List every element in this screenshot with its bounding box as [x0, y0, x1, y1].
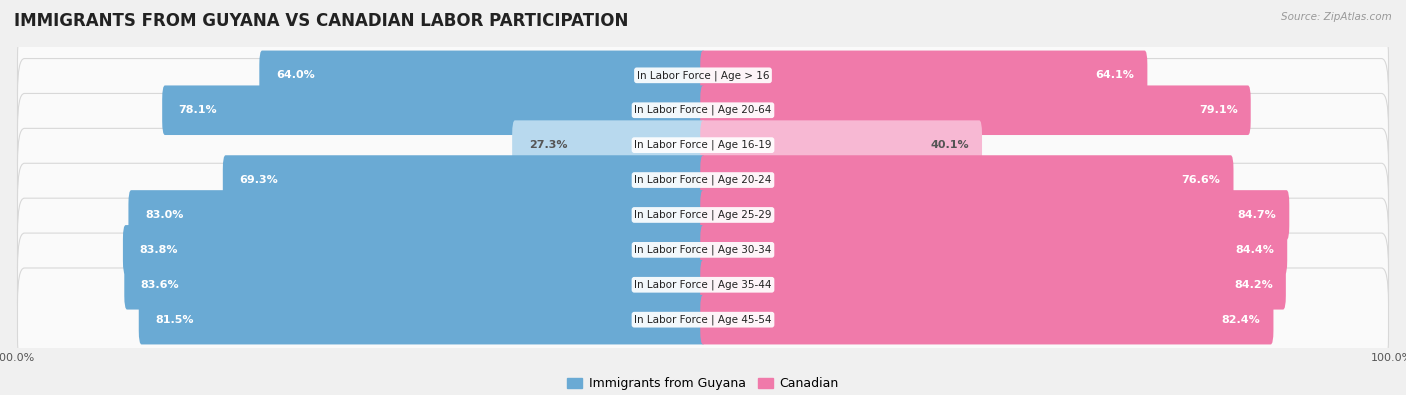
FancyBboxPatch shape	[222, 155, 706, 205]
FancyBboxPatch shape	[139, 295, 706, 344]
FancyBboxPatch shape	[17, 233, 1389, 337]
FancyBboxPatch shape	[128, 190, 706, 240]
FancyBboxPatch shape	[259, 51, 706, 100]
Text: 81.5%: 81.5%	[155, 315, 194, 325]
FancyBboxPatch shape	[700, 260, 1286, 310]
Text: 64.1%: 64.1%	[1095, 70, 1135, 80]
FancyBboxPatch shape	[17, 268, 1389, 371]
Text: 82.4%: 82.4%	[1222, 315, 1260, 325]
Text: In Labor Force | Age 25-29: In Labor Force | Age 25-29	[634, 210, 772, 220]
FancyBboxPatch shape	[17, 128, 1389, 232]
Text: 27.3%: 27.3%	[529, 140, 567, 150]
FancyBboxPatch shape	[122, 225, 706, 275]
FancyBboxPatch shape	[17, 24, 1389, 127]
Text: 84.4%: 84.4%	[1236, 245, 1274, 255]
Text: Source: ZipAtlas.com: Source: ZipAtlas.com	[1281, 12, 1392, 22]
FancyBboxPatch shape	[700, 190, 1289, 240]
Text: 64.0%: 64.0%	[276, 70, 315, 80]
Text: IMMIGRANTS FROM GUYANA VS CANADIAN LABOR PARTICIPATION: IMMIGRANTS FROM GUYANA VS CANADIAN LABOR…	[14, 12, 628, 30]
FancyBboxPatch shape	[162, 85, 706, 135]
FancyBboxPatch shape	[700, 120, 981, 170]
FancyBboxPatch shape	[700, 51, 1147, 100]
FancyBboxPatch shape	[700, 295, 1274, 344]
Text: 79.1%: 79.1%	[1199, 105, 1237, 115]
Text: 84.7%: 84.7%	[1237, 210, 1277, 220]
FancyBboxPatch shape	[17, 58, 1389, 162]
Text: In Labor Force | Age 16-19: In Labor Force | Age 16-19	[634, 140, 772, 150]
FancyBboxPatch shape	[17, 163, 1389, 267]
Text: In Labor Force | Age 35-44: In Labor Force | Age 35-44	[634, 280, 772, 290]
Text: 78.1%: 78.1%	[179, 105, 218, 115]
Text: In Labor Force | Age 20-64: In Labor Force | Age 20-64	[634, 105, 772, 115]
Text: In Labor Force | Age > 16: In Labor Force | Age > 16	[637, 70, 769, 81]
Text: 40.1%: 40.1%	[931, 140, 969, 150]
Text: 69.3%: 69.3%	[239, 175, 278, 185]
Text: 83.6%: 83.6%	[141, 280, 180, 290]
Text: 76.6%: 76.6%	[1181, 175, 1220, 185]
Text: 83.0%: 83.0%	[145, 210, 183, 220]
Text: In Labor Force | Age 45-54: In Labor Force | Age 45-54	[634, 314, 772, 325]
FancyBboxPatch shape	[700, 155, 1233, 205]
Text: 83.8%: 83.8%	[139, 245, 179, 255]
FancyBboxPatch shape	[700, 225, 1288, 275]
FancyBboxPatch shape	[124, 260, 706, 310]
FancyBboxPatch shape	[512, 120, 706, 170]
FancyBboxPatch shape	[700, 85, 1251, 135]
FancyBboxPatch shape	[17, 94, 1389, 197]
FancyBboxPatch shape	[17, 198, 1389, 301]
Text: In Labor Force | Age 30-34: In Labor Force | Age 30-34	[634, 245, 772, 255]
Text: In Labor Force | Age 20-24: In Labor Force | Age 20-24	[634, 175, 772, 185]
Legend: Immigrants from Guyana, Canadian: Immigrants from Guyana, Canadian	[562, 372, 844, 395]
Text: 84.2%: 84.2%	[1234, 280, 1272, 290]
